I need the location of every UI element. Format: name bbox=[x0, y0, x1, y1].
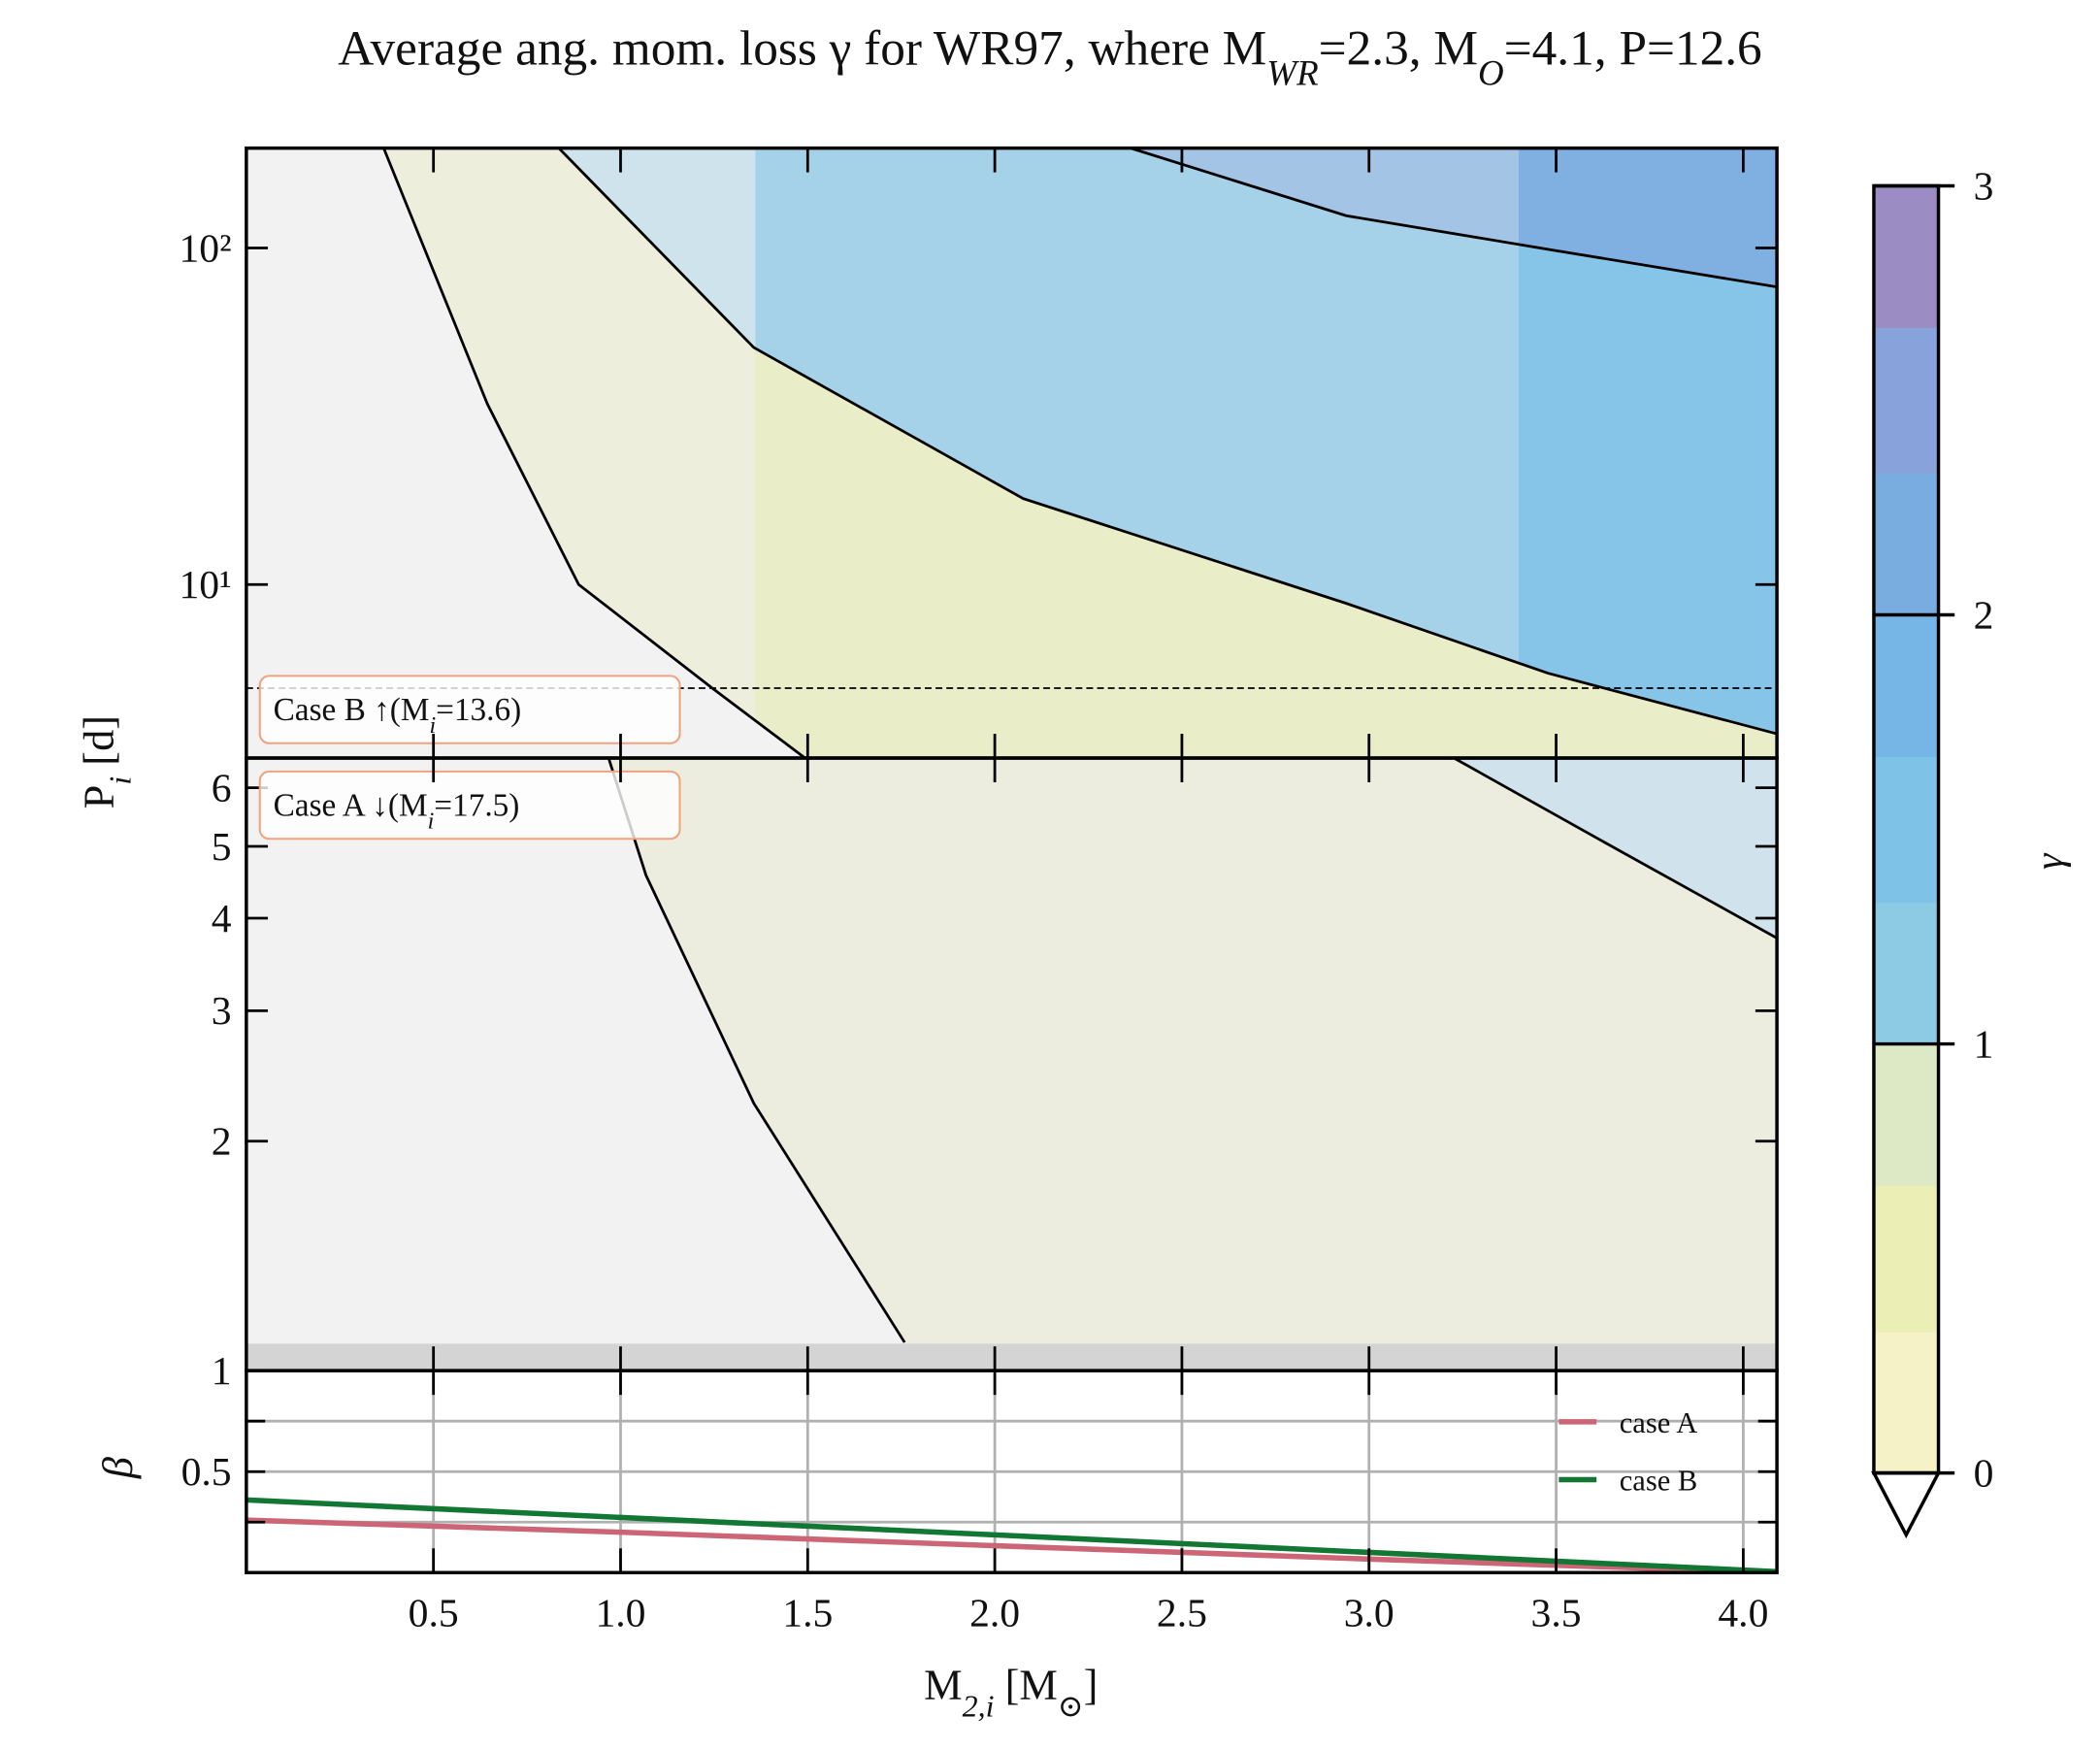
annotation-part: =13.6) bbox=[436, 692, 521, 728]
y-axis-label-part: [d] bbox=[75, 715, 123, 776]
x-tick-label: 1.0 bbox=[595, 1592, 645, 1636]
contour-layer bbox=[607, 758, 1778, 1371]
annotation-part: Case B ↑(M bbox=[274, 692, 430, 728]
y-tick-label: 10¹ bbox=[180, 563, 232, 608]
contour-layer bbox=[382, 148, 1778, 759]
y-tick-label: 5 bbox=[212, 825, 232, 870]
colorbar-band bbox=[1873, 327, 1939, 475]
contour-line bbox=[557, 148, 1778, 736]
colorbar-band bbox=[1873, 473, 1939, 616]
contour-line bbox=[1130, 148, 1778, 288]
x-axis-label-part: M bbox=[924, 1661, 962, 1709]
colorbar-band bbox=[1873, 1185, 1939, 1333]
colorbar-band bbox=[1873, 756, 1939, 904]
y-axis-label: β bbox=[93, 1456, 142, 1479]
colorbar-band bbox=[1873, 614, 1939, 758]
colorbar-tick-label: 1 bbox=[1974, 1022, 1994, 1067]
contour-line bbox=[1453, 758, 1778, 940]
y-tick-label: 0.5 bbox=[181, 1450, 232, 1495]
annotation: Case B ↑(Mi=13.6) bbox=[274, 692, 522, 739]
annotation-part: i bbox=[429, 713, 436, 739]
annotation-part: =17.5) bbox=[434, 788, 519, 824]
contour-region bbox=[608, 758, 1778, 1371]
colorbar-band bbox=[1873, 902, 1939, 1045]
legend-label: case B bbox=[1620, 1465, 1697, 1498]
colorbar-tick-label: 2 bbox=[1974, 593, 1994, 638]
y-tick-label: 3 bbox=[212, 989, 232, 1034]
annotation-box bbox=[258, 770, 681, 841]
annotation-box bbox=[258, 675, 681, 744]
chart-title-part: =2.3, M bbox=[1319, 21, 1478, 77]
x-tick-label: 2.0 bbox=[969, 1592, 1020, 1636]
y-axis-label-part: P bbox=[75, 785, 123, 809]
y-tick-label: 6 bbox=[212, 766, 232, 810]
x-tick-label: 0.5 bbox=[409, 1592, 459, 1636]
chart-title-part: O bbox=[1478, 52, 1504, 92]
x-tick-label: 3.0 bbox=[1344, 1592, 1395, 1636]
chart-title-part: =4.1, P=12.6 bbox=[1504, 21, 1762, 77]
colorbar-tick-label: 0 bbox=[1974, 1451, 1994, 1496]
annotation-part: Case A ↓(M bbox=[274, 788, 428, 824]
y-axis-label: Pi [d] bbox=[75, 715, 138, 808]
x-tick-label: 4.0 bbox=[1718, 1592, 1768, 1636]
contour-line bbox=[382, 148, 806, 759]
x-tick-label: 1.5 bbox=[782, 1592, 833, 1636]
legend-label: case A bbox=[1620, 1406, 1697, 1439]
colorbar-band bbox=[1873, 1043, 1939, 1187]
line-layer bbox=[246, 1497, 1778, 1573]
x-axis-label-part: ] bbox=[1084, 1661, 1099, 1709]
annotation-part: i bbox=[428, 809, 435, 835]
annotation: Case A ↓(Mi=17.5) bbox=[274, 788, 520, 835]
no-data-band bbox=[246, 1343, 1778, 1371]
x-tick-label: 3.5 bbox=[1531, 1592, 1582, 1636]
y-tick-label: 1 bbox=[212, 1349, 232, 1394]
series-line bbox=[246, 1497, 1778, 1573]
colorbar-label: γ bbox=[2027, 852, 2072, 870]
y-tick-label: 2 bbox=[212, 1120, 232, 1165]
colorbar-frame bbox=[1872, 183, 1941, 1475]
chart-title: Average ang. mom. loss γ for WR97, where… bbox=[338, 21, 1761, 93]
colorbar-extension bbox=[1871, 1470, 1942, 1539]
x-axis-label-part: 2,i bbox=[963, 1689, 995, 1723]
x-tick-label: 2.5 bbox=[1157, 1592, 1207, 1636]
chart-title-part: Average ang. mom. loss γ for WR97, where… bbox=[338, 21, 1266, 77]
x-axis-label: M2,i [M⊙] bbox=[924, 1661, 1098, 1724]
y-tick-label: 4 bbox=[212, 897, 232, 941]
panel-frame bbox=[245, 1369, 1779, 1574]
colorbar-tick-label: 3 bbox=[1974, 164, 1994, 209]
x-axis-label-part: [M bbox=[994, 1661, 1057, 1709]
series-line bbox=[246, 1517, 1778, 1573]
x-axis-label-part: ⊙ bbox=[1058, 1689, 1084, 1723]
y-tick-label: 10² bbox=[180, 226, 232, 271]
y-axis-label-part: i bbox=[103, 776, 137, 785]
colorbar-band bbox=[1873, 1331, 1939, 1474]
colorbar-band bbox=[1873, 185, 1939, 329]
chart-title-part: WR bbox=[1266, 52, 1318, 92]
